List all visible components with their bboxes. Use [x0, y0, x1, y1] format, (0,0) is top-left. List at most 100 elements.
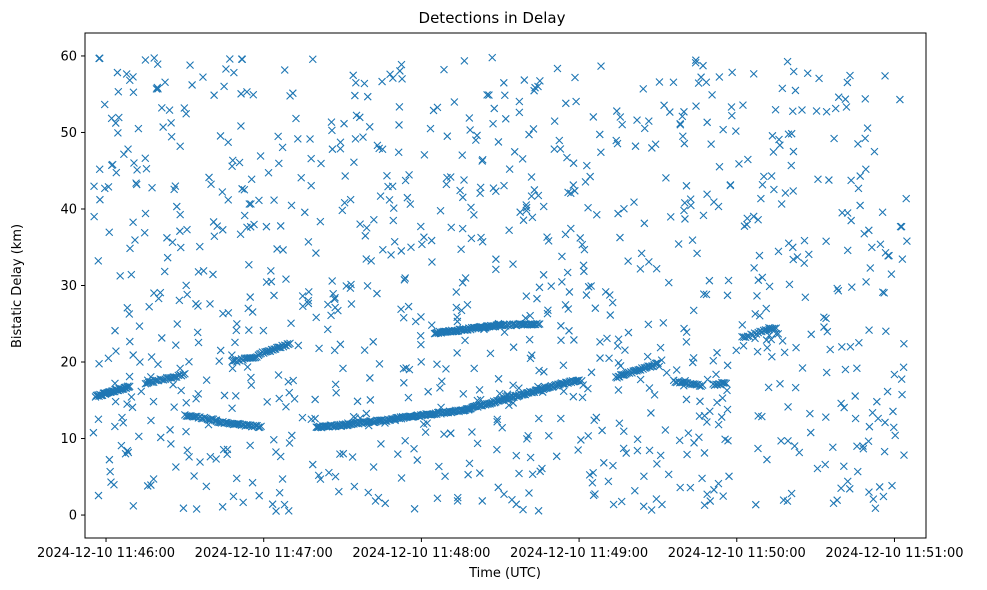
detection-point [763, 455, 771, 464]
detection-point [569, 392, 578, 401]
detection-point [595, 130, 604, 139]
detection-point [156, 433, 165, 442]
detection-point [332, 388, 341, 397]
detection-point [564, 305, 573, 313]
detection-point [492, 255, 500, 264]
y-axis-label: Bistatic Delay (km) [10, 224, 25, 348]
detection-point [714, 479, 723, 488]
detection-point [561, 230, 570, 239]
detection-point [861, 94, 870, 103]
detection-point [134, 124, 143, 133]
detection-point [488, 53, 497, 62]
detection-point [713, 348, 721, 357]
detection-point [416, 222, 425, 231]
detection-point [846, 342, 855, 351]
detection-point [653, 460, 661, 468]
detection-point [420, 233, 428, 242]
detection-point [169, 373, 178, 381]
detection-point [561, 99, 570, 108]
detection-point [525, 489, 533, 497]
detection-point [731, 127, 740, 136]
detection-point [349, 412, 358, 421]
detection-point [478, 237, 487, 246]
detection-point [788, 243, 797, 252]
detection-point [362, 223, 371, 232]
detection-point [453, 493, 462, 502]
detection-point [787, 161, 796, 170]
detection-point [243, 87, 251, 96]
detection-point [841, 365, 850, 374]
detection-point [784, 402, 792, 411]
detection-point [95, 54, 104, 63]
detection-point [157, 334, 166, 342]
detection-point [225, 55, 234, 63]
detection-point [336, 144, 345, 153]
detection-point [330, 346, 339, 355]
detection-point [213, 222, 222, 230]
detection-point [157, 103, 166, 112]
detection-point [681, 376, 690, 385]
detection-point [777, 436, 785, 445]
detection-point [237, 122, 245, 130]
detection-point [270, 196, 278, 204]
detection-point [95, 359, 103, 368]
detection-point [452, 288, 461, 296]
detection-point [163, 253, 172, 262]
detection-point [298, 413, 307, 422]
detection-point [270, 291, 278, 300]
detection-point [341, 172, 350, 180]
detection-point [575, 376, 583, 384]
detection-point [804, 250, 813, 259]
detection-point [410, 444, 418, 453]
detection-point [408, 413, 417, 421]
detection-point [394, 148, 403, 157]
detection-point [539, 367, 548, 376]
detection-point [491, 265, 500, 274]
detection-point [443, 173, 451, 182]
detection-point [631, 142, 640, 151]
detection-point [867, 243, 876, 252]
detection-point [224, 138, 233, 147]
detection-point [522, 203, 531, 212]
detection-point [681, 215, 689, 223]
detection-point [662, 368, 671, 377]
detection-point [529, 125, 538, 133]
detection-point [459, 389, 468, 398]
detection-point [429, 106, 438, 115]
detection-point [563, 153, 571, 162]
detection-point [633, 446, 642, 455]
detection-point [516, 208, 525, 217]
detection-point [851, 414, 860, 423]
detection-point [579, 261, 588, 270]
detection-point [407, 243, 415, 252]
detection-point [123, 303, 132, 312]
detection-point [524, 431, 533, 440]
detection-point [287, 319, 295, 328]
detection-point [147, 353, 156, 361]
detection-point [216, 132, 225, 140]
detection-point [224, 309, 233, 317]
detection-point [126, 244, 134, 253]
detection-point [664, 470, 673, 479]
detection-point [758, 273, 767, 282]
detection-point [373, 289, 381, 298]
detection-point [284, 507, 293, 515]
detection-point [651, 359, 660, 368]
detection-point [586, 172, 595, 181]
detection-point [528, 470, 537, 479]
detection-point [259, 326, 268, 335]
detection-point [536, 467, 545, 476]
detection-point [476, 189, 484, 198]
detection-point [316, 217, 325, 226]
detection-point [128, 403, 137, 412]
detection-point [110, 422, 119, 431]
detection-point [728, 68, 737, 77]
detection-point [791, 86, 800, 95]
detection-point [266, 266, 275, 275]
detection-point [584, 203, 592, 212]
detection-point [522, 201, 531, 209]
detection-point [876, 240, 885, 249]
detection-point [703, 190, 711, 199]
detection-point [726, 181, 735, 190]
detection-point [814, 175, 822, 184]
